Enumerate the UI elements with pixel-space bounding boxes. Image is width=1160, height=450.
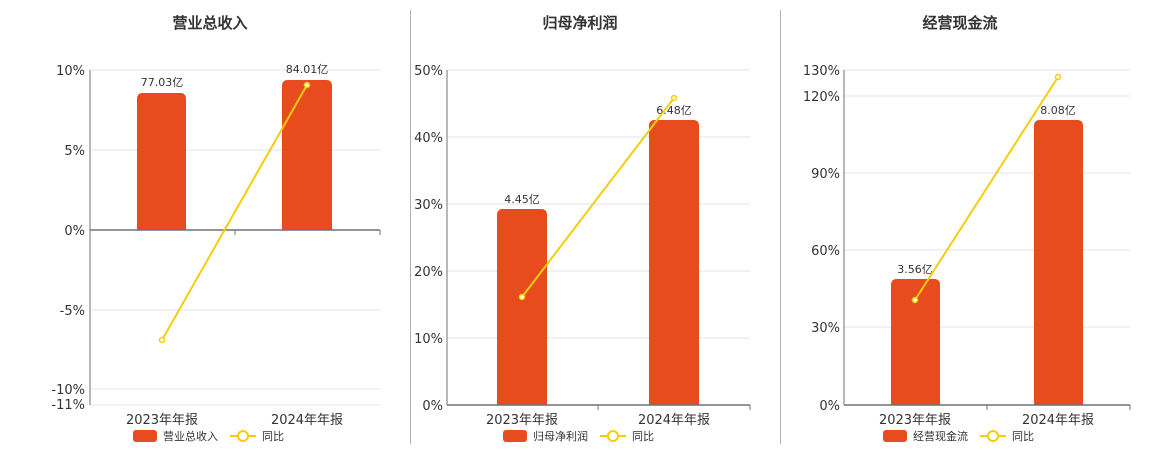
gridlines <box>90 69 380 406</box>
chart-panel-operating-cash-flow: 经营现金流 130% 120% 90% 60% 30% 0% 3.56亿 8.0… <box>780 0 1160 450</box>
y-tick: 0% <box>819 399 840 414</box>
y-tick: 0% <box>422 399 443 414</box>
legend[interactable]: 经营现金流 同比 <box>883 428 1034 444</box>
chart-plot: 130% 120% 90% 60% 30% 0% 3.56亿 8.08亿 202… <box>803 64 1131 428</box>
chart-title: 营业总收入 <box>172 14 248 32</box>
legend-line-label[interactable]: 同比 <box>1012 430 1034 443</box>
x-category: 2024年年报 <box>638 413 710 428</box>
y-tick: -10% <box>51 383 85 398</box>
bar-2024 <box>649 120 699 405</box>
legend-line-label[interactable]: 同比 <box>632 430 654 443</box>
gridlines <box>844 69 1130 328</box>
chart-panel-revenue: 营业总收入 10% 5% 0% -5% -10% -11% 77.03亿 84.… <box>0 0 400 450</box>
line-legend-icon <box>600 430 626 442</box>
legend-bar-label[interactable]: 经营现金流 <box>913 430 968 443</box>
bar-legend-swatch <box>883 430 907 442</box>
legend-bar-label[interactable]: 营业总收入 <box>163 430 218 443</box>
bar-value-label: 77.03亿 <box>141 76 184 89</box>
panel-divider <box>410 10 411 444</box>
bar-2023 <box>891 279 940 405</box>
gridlines <box>447 69 750 339</box>
x-category: 2023年年报 <box>486 413 558 428</box>
y-tick: 30% <box>414 198 443 213</box>
y-tick: 10% <box>414 332 443 347</box>
y-tick: 30% <box>811 321 840 336</box>
bar-2023 <box>497 209 547 405</box>
y-tick: 10% <box>56 64 85 79</box>
x-category: 2023年年报 <box>126 413 198 428</box>
x-category: 2023年年报 <box>879 413 951 428</box>
bar-value-label: 3.56亿 <box>897 263 933 276</box>
y-tick: 130% <box>803 64 840 79</box>
x-category: 2024年年报 <box>271 413 343 428</box>
y-tick: 90% <box>811 167 840 182</box>
bar-legend-swatch <box>503 430 527 442</box>
x-category: 2024年年报 <box>1022 413 1094 428</box>
y-tick: 50% <box>414 64 443 79</box>
chart-title: 经营现金流 <box>922 14 998 32</box>
y-tick: 60% <box>811 244 840 259</box>
chart-panel-net-profit: 归母净利润 50% 40% 30% 20% 10% 0% 4.45亿 6.48亿… <box>400 0 780 450</box>
chart-plot: 50% 40% 30% 20% 10% 0% 4.45亿 6.48亿 2023年… <box>414 64 751 428</box>
legend-line-label[interactable]: 同比 <box>262 430 284 443</box>
bar-2024 <box>1034 120 1083 405</box>
y-tick: 5% <box>64 144 85 159</box>
legend[interactable]: 营业总收入 同比 <box>133 428 284 444</box>
legend[interactable]: 归母净利润 同比 <box>503 428 654 444</box>
chart-title: 归母净利润 <box>542 14 618 32</box>
line-legend-icon <box>230 430 256 442</box>
y-tick: 20% <box>414 265 443 280</box>
legend-bar-label[interactable]: 归母净利润 <box>533 430 588 443</box>
bar-2024 <box>282 80 332 230</box>
chart-plot: 10% 5% 0% -5% -10% -11% 77.03亿 84.01亿 20… <box>51 63 381 428</box>
bar-value-label: 8.08亿 <box>1040 104 1076 117</box>
y-tick: -11% <box>51 398 85 413</box>
bar-value-label: 4.45亿 <box>504 193 540 206</box>
bar-legend-swatch <box>133 430 157 442</box>
y-tick: -5% <box>60 304 85 319</box>
line-legend-icon <box>980 430 1006 442</box>
y-tick: 40% <box>414 131 443 146</box>
panel-divider <box>780 10 781 444</box>
y-tick: 120% <box>803 90 840 105</box>
y-tick: 0% <box>64 224 85 239</box>
bar-value-label: 84.01亿 <box>286 63 329 76</box>
bar-value-label: 6.48亿 <box>656 104 692 117</box>
bar-2023 <box>137 93 186 230</box>
